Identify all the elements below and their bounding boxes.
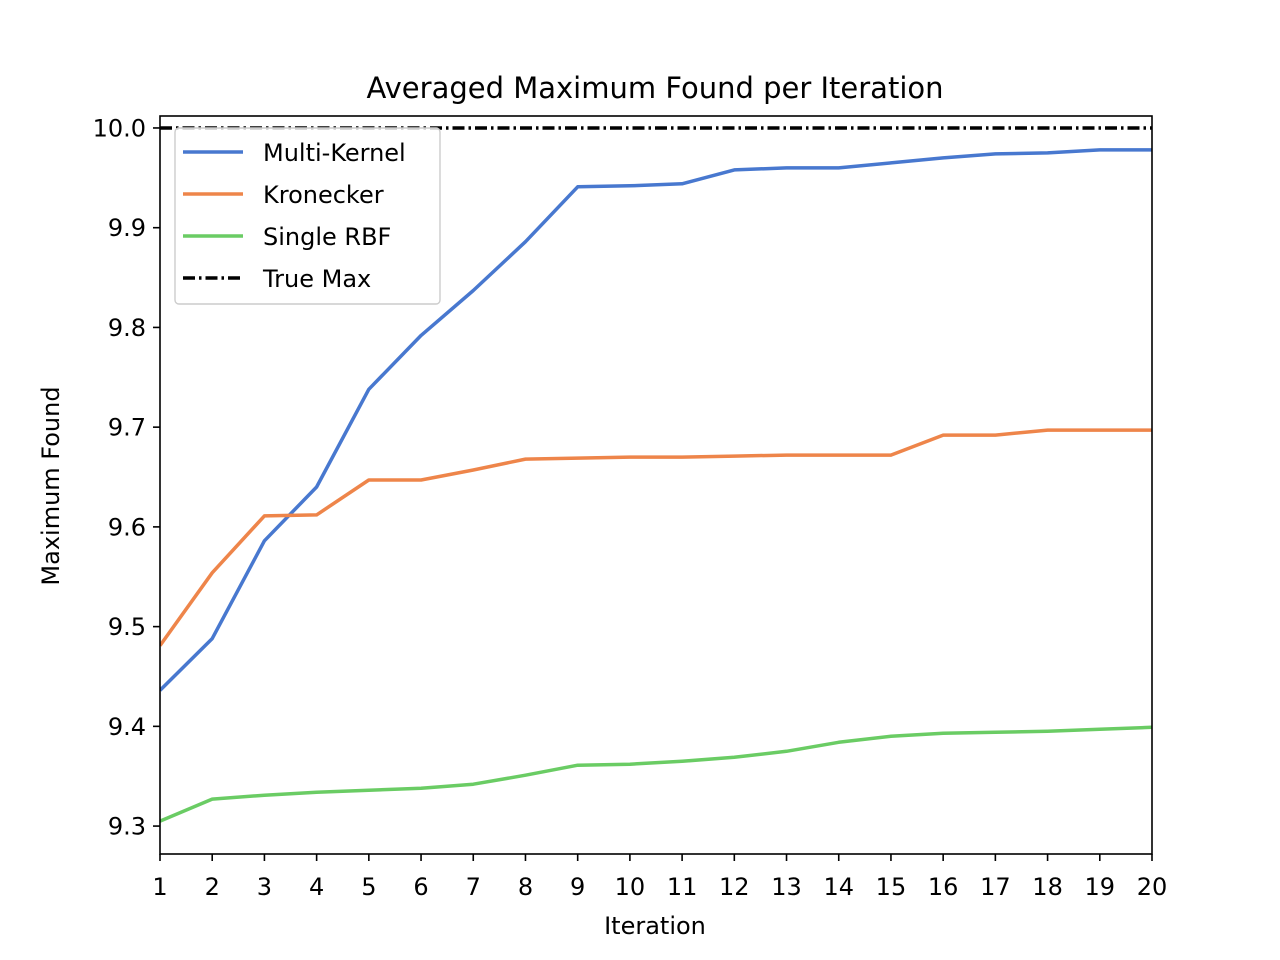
y-tick-label: 9.8 <box>108 314 146 342</box>
y-tick-label: 9.6 <box>108 513 146 541</box>
y-tick-label: 9.9 <box>108 214 146 242</box>
y-tick-label: 9.3 <box>108 813 146 841</box>
legend-label: Multi-Kernel <box>263 139 406 167</box>
x-tick-label: 8 <box>518 873 533 901</box>
x-tick-label: 4 <box>309 873 324 901</box>
x-axis: 1 2 3 4 5 6 7 8 9 10 11 12 13 14 15 16 17 18 19 20 <box>152 854 1167 901</box>
legend: Multi-Kernel Kronecker Single RBF True Max <box>174 127 441 305</box>
x-tick-label: 16 <box>928 873 959 901</box>
y-axis-title: Maximum Found <box>37 386 65 585</box>
y-tick-label: 9.7 <box>108 414 146 442</box>
x-tick-label: 18 <box>1032 873 1063 901</box>
legend-label: Kronecker <box>263 181 384 209</box>
x-tick-label: 10 <box>615 873 646 901</box>
legend-label: Single RBF <box>263 223 391 251</box>
series-line-kronecker <box>160 428 1152 647</box>
x-axis-title: Iteration <box>604 912 706 940</box>
y-axis: 9.3 9.4 9.5 9.6 9.7 9.8 9.9 10.0 <box>93 114 160 841</box>
chart-title: Averaged Maximum Found per Iteration <box>367 71 944 105</box>
series-line-single-rbf <box>160 725 1152 823</box>
x-tick-label: 14 <box>823 873 854 901</box>
x-tick-label: 13 <box>771 873 802 901</box>
legend-label: True Max <box>262 265 371 293</box>
x-tick-label: 2 <box>205 873 220 901</box>
x-tick-label: 1 <box>152 873 167 901</box>
x-tick-label: 11 <box>667 873 698 901</box>
y-tick-label: 9.4 <box>108 713 146 741</box>
series-line-multi-kernel <box>160 148 1152 692</box>
legend-box <box>174 127 441 305</box>
x-tick-label: 20 <box>1137 873 1168 901</box>
plot-frame <box>159 115 1153 855</box>
x-tick-label: 7 <box>466 873 481 901</box>
x-tick-label: 17 <box>980 873 1011 901</box>
x-tick-label: 6 <box>413 873 428 901</box>
x-tick-label: 5 <box>361 873 376 901</box>
x-tick-label: 12 <box>719 873 750 901</box>
x-tick-label: 19 <box>1085 873 1116 901</box>
x-tick-label: 15 <box>876 873 907 901</box>
y-tick-label: 10.0 <box>93 114 146 142</box>
y-tick-label: 9.5 <box>108 613 146 641</box>
x-tick-label: 3 <box>257 873 272 901</box>
x-tick-label: 9 <box>570 873 585 901</box>
